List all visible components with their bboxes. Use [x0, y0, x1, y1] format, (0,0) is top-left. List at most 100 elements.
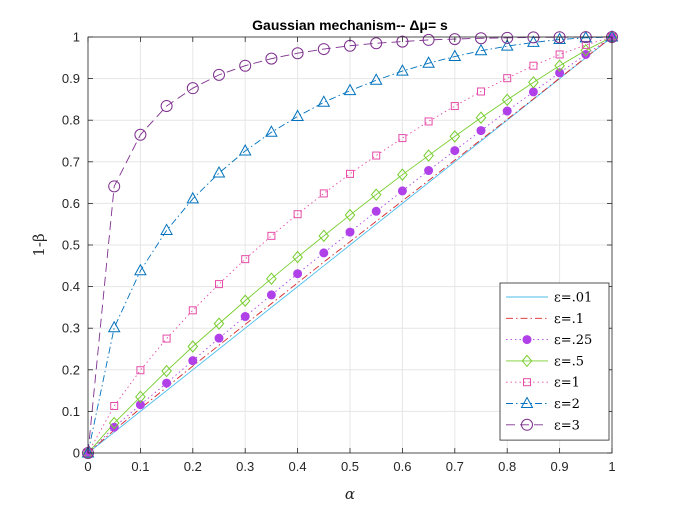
marker-triangle — [107, 320, 121, 333]
legend-label: ε=.01 — [554, 291, 592, 306]
marker-square — [136, 366, 145, 375]
series-line-6 — [87, 36, 613, 454]
marker-circle — [475, 32, 487, 45]
marker-triangle — [212, 165, 226, 178]
marker-diamond — [475, 111, 487, 124]
marker-triangle — [474, 43, 488, 56]
series-lines — [87, 36, 613, 454]
y-tick-label: 0.4 — [62, 279, 80, 294]
marker-diamond — [449, 130, 461, 143]
legend-entry: ε=.5 — [506, 354, 584, 369]
marker-dot — [266, 290, 276, 300]
marker-square — [398, 134, 407, 143]
marker-square — [477, 87, 485, 96]
y-axis-label: 1-β — [30, 233, 48, 256]
series-line-1 — [87, 36, 613, 454]
legend-entry: ε=.25 — [506, 333, 592, 348]
marker-square — [241, 255, 250, 264]
legend-label: ε=1 — [554, 376, 580, 391]
x-tick-label: 0.6 — [393, 459, 411, 474]
series-markers — [81, 29, 619, 460]
marker-triangle — [81, 445, 95, 458]
marker-circle — [422, 33, 435, 46]
marker-circle — [160, 100, 173, 113]
y-tick-label: 1 — [73, 30, 80, 45]
series-markers-5 — [81, 29, 619, 458]
legend-entry: ε=.1 — [506, 312, 584, 327]
x-tick-label: 0.1 — [131, 459, 149, 474]
marker-square — [162, 334, 171, 343]
marker-diamond — [554, 59, 565, 72]
marker-square — [267, 231, 276, 240]
legend-label: ε=.25 — [554, 333, 592, 348]
marker-circle — [265, 52, 278, 65]
y-tick-label: 0.6 — [62, 196, 80, 211]
marker-diamond — [423, 149, 434, 162]
x-tick-label: 0.8 — [498, 459, 516, 474]
marker-circle — [396, 35, 409, 48]
marker-circle — [370, 37, 383, 50]
marker-square — [529, 61, 538, 70]
marker-square — [110, 401, 119, 410]
x-tick-label: 0.9 — [551, 459, 569, 474]
marker-dot — [397, 186, 407, 196]
marker-diamond — [292, 250, 303, 264]
legend-entry: ε=3 — [506, 418, 580, 433]
legend-label: ε=3 — [554, 418, 580, 433]
axes-frame — [87, 36, 613, 454]
marker-diamond — [528, 76, 539, 89]
series-line-4 — [87, 36, 613, 454]
marker-triangle — [448, 49, 462, 62]
marker-circle — [291, 47, 304, 60]
marker-triangle — [238, 143, 252, 156]
marker-circle — [501, 31, 514, 44]
marker-square — [372, 151, 381, 160]
marker-diamond — [501, 93, 513, 107]
marker-triangle — [527, 35, 540, 47]
legend-label: ε=2 — [554, 397, 580, 412]
y-tick-label: 0.7 — [62, 154, 80, 169]
tick-labels: 0 0.1 0.2 0.3 0.4 0.5 0.6 0.7 0.8 0.9 1 0 0.1 0.2 0.3 0… — [62, 30, 616, 475]
marker-dot — [528, 87, 538, 97]
marker-triangle — [265, 125, 278, 137]
series-markers-6 — [82, 31, 618, 459]
marker-diamond — [213, 317, 225, 330]
x-tick-label: 0.5 — [341, 459, 359, 474]
marker-diamond — [521, 354, 533, 368]
marker-dot — [240, 312, 250, 322]
marker-circle — [527, 31, 540, 44]
legend: ε=.01 ε=.1 ε=.25 ε=.5 ε=1 ε=2 ε=3 — [499, 282, 610, 441]
marker-dot — [319, 248, 329, 258]
marker-square — [346, 169, 354, 178]
legend-label: ε=.1 — [554, 312, 584, 327]
marker-square — [319, 189, 328, 198]
marker-square — [188, 306, 197, 315]
marker-dot — [109, 422, 119, 432]
marker-dot — [424, 166, 434, 176]
marker-square — [450, 102, 459, 111]
marker-diamond — [370, 188, 382, 201]
marker-triangle — [134, 263, 147, 276]
marker-square — [424, 117, 433, 126]
marker-dot — [581, 49, 591, 59]
marker-diamond — [108, 416, 120, 430]
legend-label: ε=.5 — [554, 354, 584, 369]
y-tick-label: 0.1 — [62, 404, 80, 419]
series-line-5 — [87, 36, 613, 454]
legend-entry: ε=2 — [506, 396, 580, 412]
x-tick-label: 0 — [84, 459, 91, 474]
marker-square — [523, 378, 531, 387]
marker-square — [293, 210, 302, 219]
marker-circle — [213, 68, 225, 81]
axes-box — [87, 36, 613, 454]
marker-circle — [317, 43, 330, 56]
series-markers-3 — [82, 30, 618, 460]
marker-diamond — [318, 229, 330, 243]
marker-triangle — [291, 109, 304, 121]
marker-triangle — [520, 396, 534, 408]
marker-diamond — [397, 168, 408, 181]
marker-square — [215, 280, 223, 289]
marker-triangle — [369, 73, 383, 85]
marker-dot — [502, 106, 512, 116]
marker-triangle — [396, 64, 409, 76]
